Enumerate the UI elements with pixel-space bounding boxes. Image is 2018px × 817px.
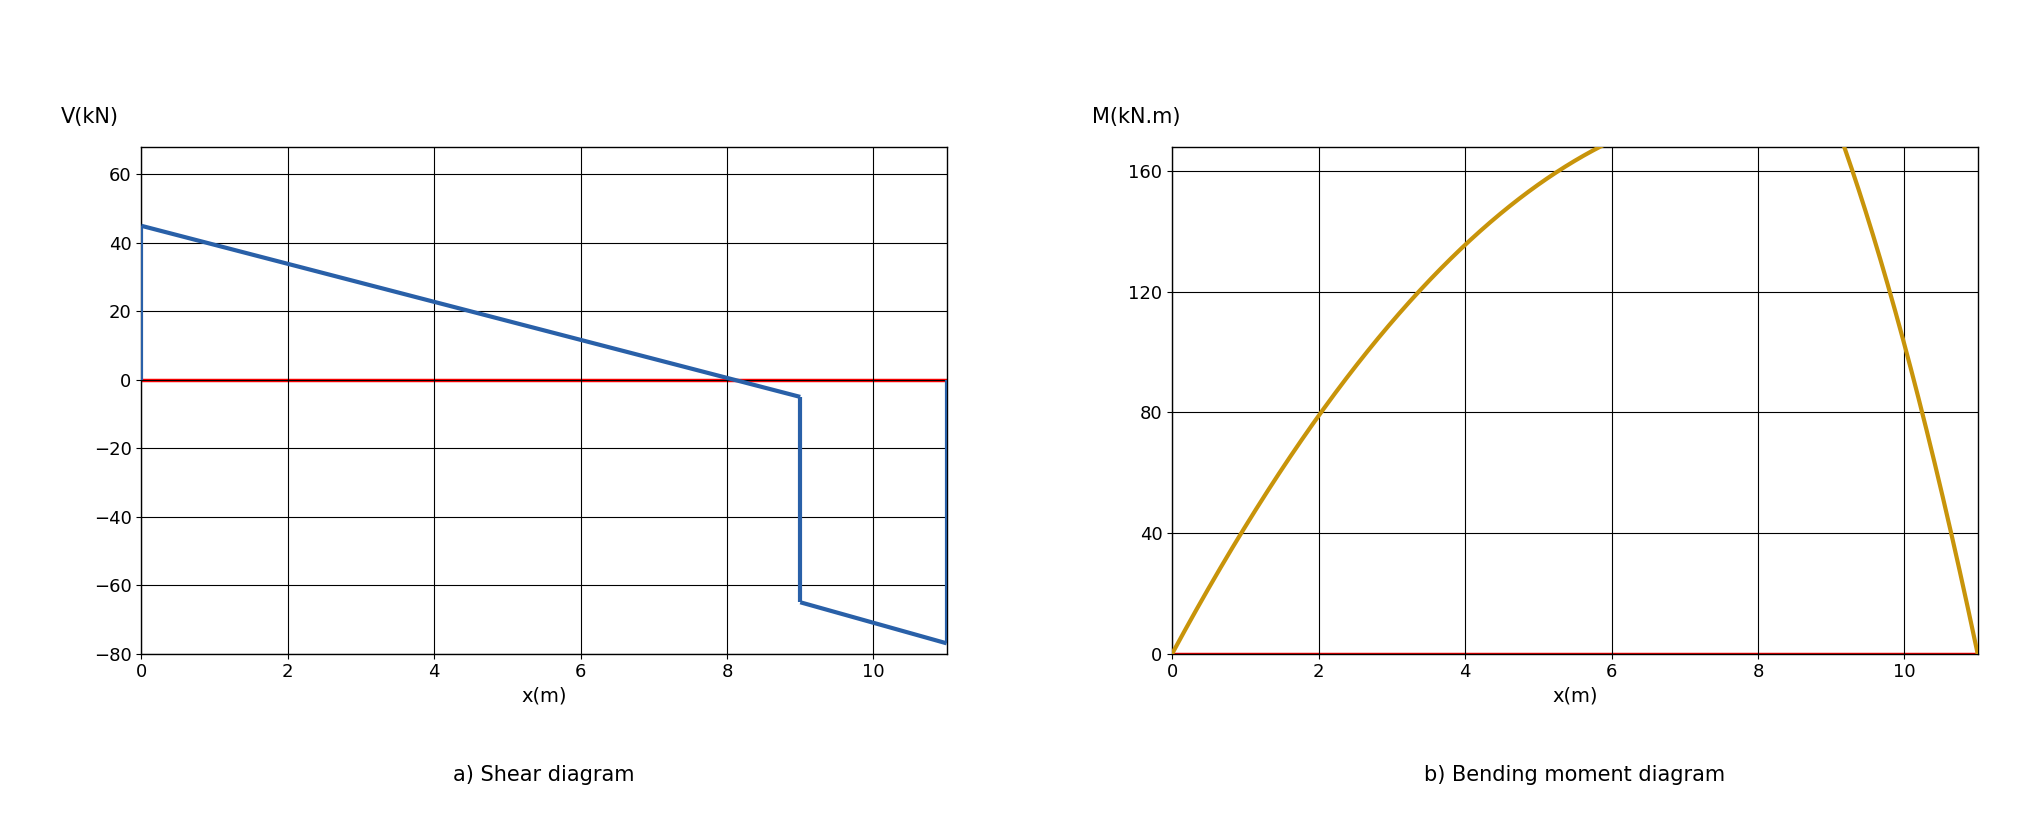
X-axis label: x(m): x(m) [521, 687, 567, 706]
Text: a) Shear diagram: a) Shear diagram [454, 765, 636, 785]
Text: b) Bending moment diagram: b) Bending moment diagram [1425, 765, 1725, 785]
Text: V(kN): V(kN) [61, 107, 119, 127]
X-axis label: x(m): x(m) [1552, 687, 1598, 706]
Text: M(kN.m): M(kN.m) [1092, 107, 1181, 127]
